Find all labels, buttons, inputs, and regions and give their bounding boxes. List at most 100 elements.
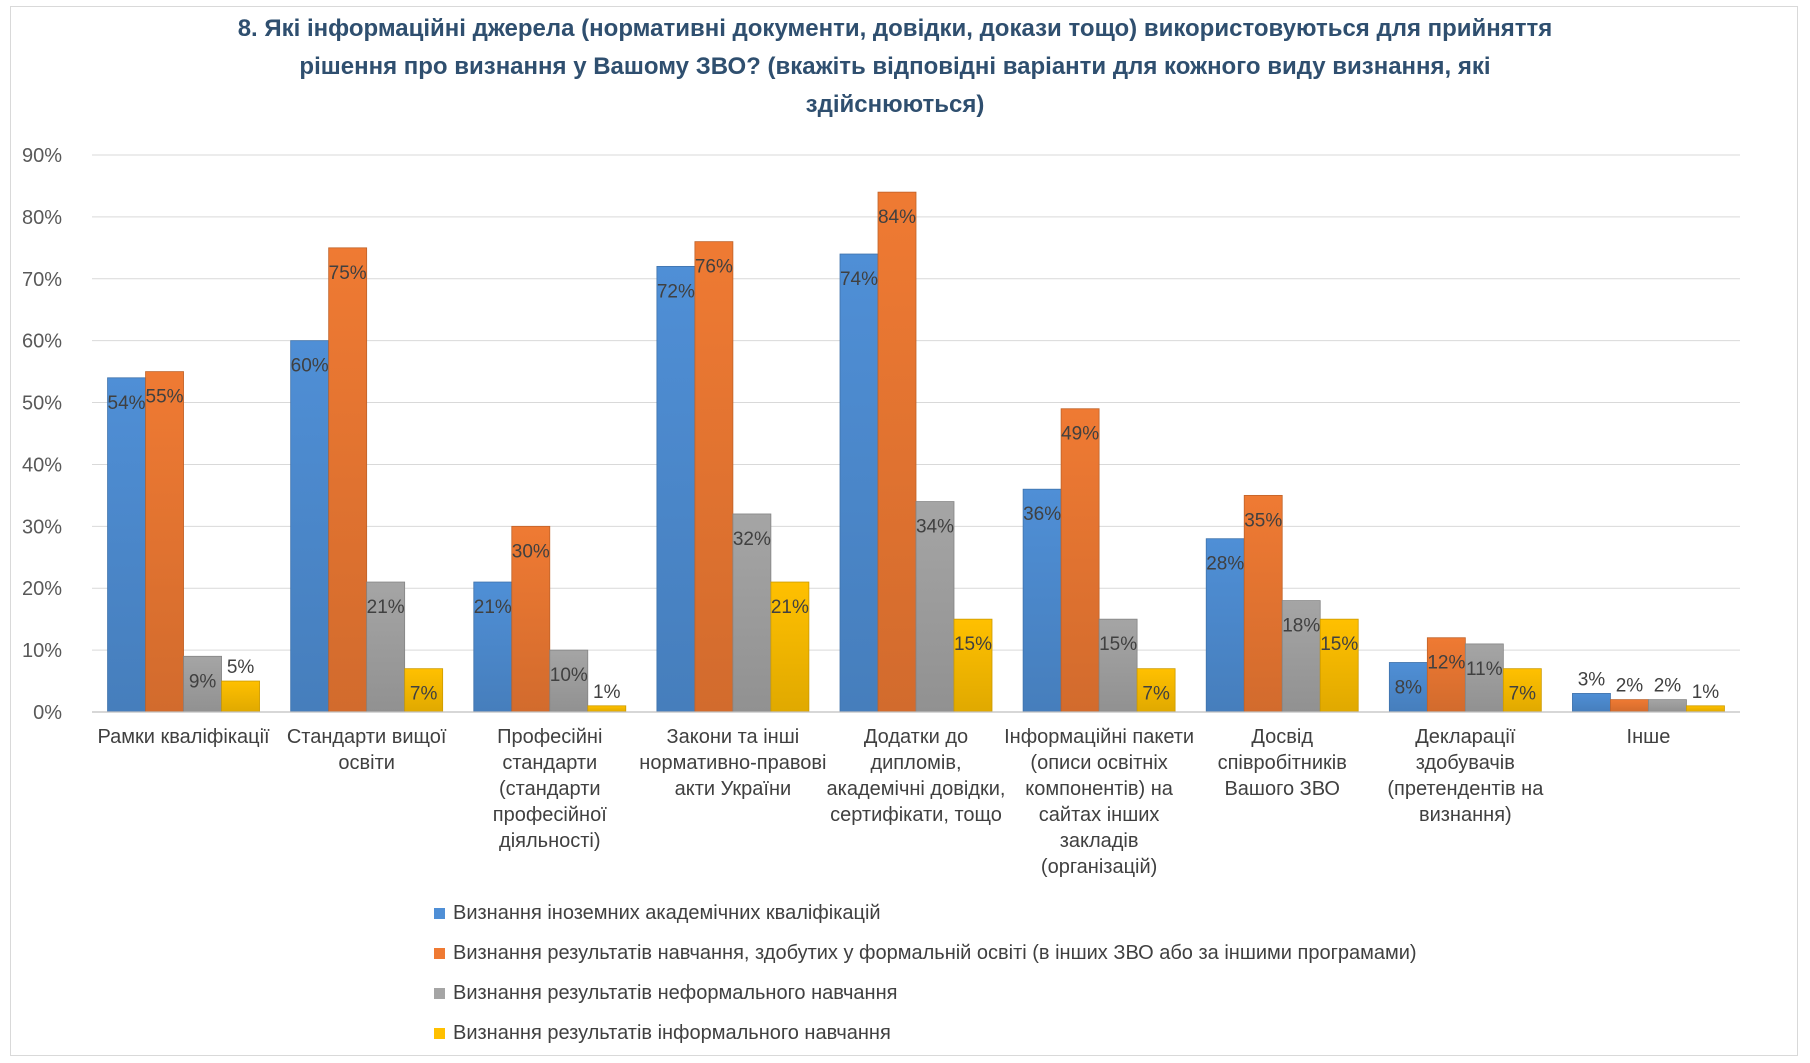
legend-label: Визнання результатів інформального навча…	[453, 1021, 891, 1044]
bar-data-label: 18%	[1282, 616, 1320, 637]
legend-item: Визнання результатів неформального навча…	[434, 973, 1534, 1013]
x-tick-label: професійної	[493, 804, 607, 826]
bar-data-label: 2%	[1616, 676, 1644, 697]
legend-swatch	[434, 1027, 445, 1039]
bar	[1281, 600, 1321, 713]
bar-data-label: 60%	[291, 356, 329, 377]
x-tick-label: Декларації	[1415, 726, 1516, 748]
bar	[183, 655, 222, 713]
bar	[107, 377, 146, 713]
bar-data-label: 12%	[1427, 653, 1465, 674]
bar	[1319, 618, 1359, 713]
bar	[328, 247, 368, 713]
legend-item: Визнання результатів навчання, здобутих …	[434, 933, 1534, 973]
x-tick-label: акти України	[675, 778, 792, 800]
bar-data-label: 7%	[1142, 684, 1170, 705]
bar-data-label: 34%	[916, 517, 954, 538]
x-tick-label: Професійні	[497, 726, 602, 748]
bar-data-label: 32%	[733, 529, 771, 550]
x-tick-label: академічні довідки,	[827, 778, 1006, 800]
bar-data-label: 5%	[227, 657, 255, 678]
chart-title-line-3: здійснюються)	[805, 91, 985, 118]
legend-swatch	[434, 987, 445, 999]
bar	[1464, 643, 1504, 713]
bar-data-label: 28%	[1206, 554, 1244, 575]
bar-data-labels: 54% 55%9%5%60%75%21%7%21%30%10%1%72%76%32…	[108, 207, 1720, 705]
bar	[1098, 618, 1138, 713]
legend: Визнання іноземних академічних кваліфіка…	[434, 893, 1534, 1053]
bar-data-label: 84%	[878, 207, 916, 228]
x-tick-label: Додатки до	[864, 726, 968, 748]
y-tick-label: 30%	[22, 516, 62, 538]
bar-data-label: 15%	[1320, 634, 1358, 655]
bar-data-label: 2%	[1654, 676, 1682, 697]
legend-label: Визнання результатів неформального навча…	[453, 981, 898, 1004]
x-tick-label: Рамки кваліфікації	[98, 726, 271, 748]
bar-data-label: 72%	[657, 281, 695, 302]
bar-data-label: 30%	[512, 541, 550, 562]
x-tick-label: Закони та інші	[667, 726, 800, 748]
x-tick-label: (претендентів на	[1387, 778, 1544, 800]
bar-data-label: 11%	[1466, 659, 1503, 680]
bar	[656, 265, 696, 713]
x-tick-label: освіти	[338, 752, 395, 774]
x-tick-label: Інформаційні пакети	[1004, 726, 1194, 748]
bar-data-label: 49%	[1061, 424, 1099, 445]
bar	[732, 513, 772, 713]
x-tick-label: дипломів,	[870, 752, 961, 774]
bar-data-label: 1%	[593, 682, 621, 703]
bar-data-label: 36%	[1023, 504, 1061, 525]
bar-data-label: 7%	[410, 684, 438, 705]
x-tick-label: сертифікати, тощо	[830, 804, 1002, 826]
bar	[511, 525, 551, 713]
x-tick-label: закладів	[1060, 830, 1139, 852]
y-tick-label: 0%	[33, 702, 62, 724]
y-tick-label: 60%	[22, 331, 62, 353]
bar-data-label: 10%	[550, 665, 588, 686]
bar-data-label: 74%	[840, 269, 878, 290]
x-tick-label: Досвід	[1251, 726, 1313, 748]
legend-item: Визнання результатів інформального навча…	[434, 1013, 1534, 1053]
x-tick-label: Інше	[1627, 726, 1671, 748]
x-tick-label: компонентів) на	[1025, 778, 1174, 800]
bar-data-label: 54%	[108, 393, 146, 414]
bar	[145, 371, 184, 713]
chart-title-line-2: рішення про визнання у Вашому ЗВО? (вкаж…	[299, 53, 1491, 80]
y-tick-label: 50%	[22, 393, 62, 415]
bar-data-label: 21%	[771, 597, 809, 618]
bar-data-label: 8%	[1395, 677, 1423, 698]
bar	[1060, 408, 1100, 713]
legend-label: Визнання іноземних академічних кваліфіка…	[453, 901, 881, 924]
x-tick-label: визнання)	[1419, 804, 1512, 826]
x-tick-label: (стандарти	[499, 778, 601, 800]
bar-data-label: 3%	[1578, 669, 1606, 690]
bar-data-label: 21%	[367, 597, 405, 618]
x-tick-label: (описи освітніх	[1030, 752, 1167, 774]
x-tick-label: (організацій)	[1041, 856, 1157, 878]
bar	[694, 241, 734, 713]
bar	[404, 668, 444, 713]
bar	[1022, 488, 1062, 713]
x-axis: Рамки кваліфікації Стандарти вищої освіти П…	[92, 711, 1740, 878]
bar-data-label: 55%	[146, 387, 184, 408]
bar	[915, 501, 955, 713]
bar	[1686, 705, 1725, 713]
y-tick-label: 70%	[22, 269, 62, 291]
bar-data-label: 75%	[329, 263, 367, 284]
bar-data-label: 7%	[1509, 684, 1537, 705]
bar-data-label: 15%	[954, 634, 992, 655]
bar	[587, 705, 627, 713]
bar	[221, 680, 260, 713]
bar	[1610, 699, 1649, 713]
bar	[770, 581, 810, 713]
y-tick-label: 90%	[22, 145, 62, 167]
x-tick-label: нормативно-правові	[639, 752, 826, 774]
x-tick-label: співробітників	[1218, 752, 1347, 774]
bar	[473, 581, 513, 713]
bar	[1205, 538, 1245, 713]
bars	[107, 191, 1725, 713]
chart-title: 8. Які інформаційні джерела (нормативні …	[170, 10, 1620, 124]
legend-item: Визнання іноземних академічних кваліфіка…	[434, 893, 1534, 933]
bar	[1648, 699, 1687, 713]
x-tick-label: Стандарти вищої	[287, 726, 447, 748]
